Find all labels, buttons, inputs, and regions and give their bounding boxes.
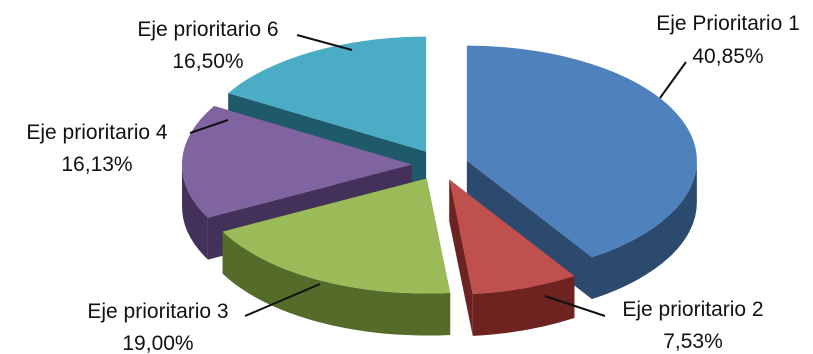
leader-line-1 [660,62,686,98]
slice-name-4: Eje prioritario 4 [26,121,168,144]
slice-name-5: Eje prioritario 6 [137,18,278,41]
slice-name-1: Eje Prioritario 1 [656,12,800,35]
slice-name-3: Eje prioritario 3 [87,300,228,323]
slice-name-2: Eje prioritario 2 [622,298,763,321]
leader-line-5 [297,35,352,50]
slice-value-4: 16,13% [61,153,132,176]
slice-value-5: 16,50% [172,50,243,73]
slice-value-1: 40,85% [692,45,763,68]
slice-value-2: 7,53% [663,330,723,353]
slice-value-3: 19,00% [122,332,193,354]
